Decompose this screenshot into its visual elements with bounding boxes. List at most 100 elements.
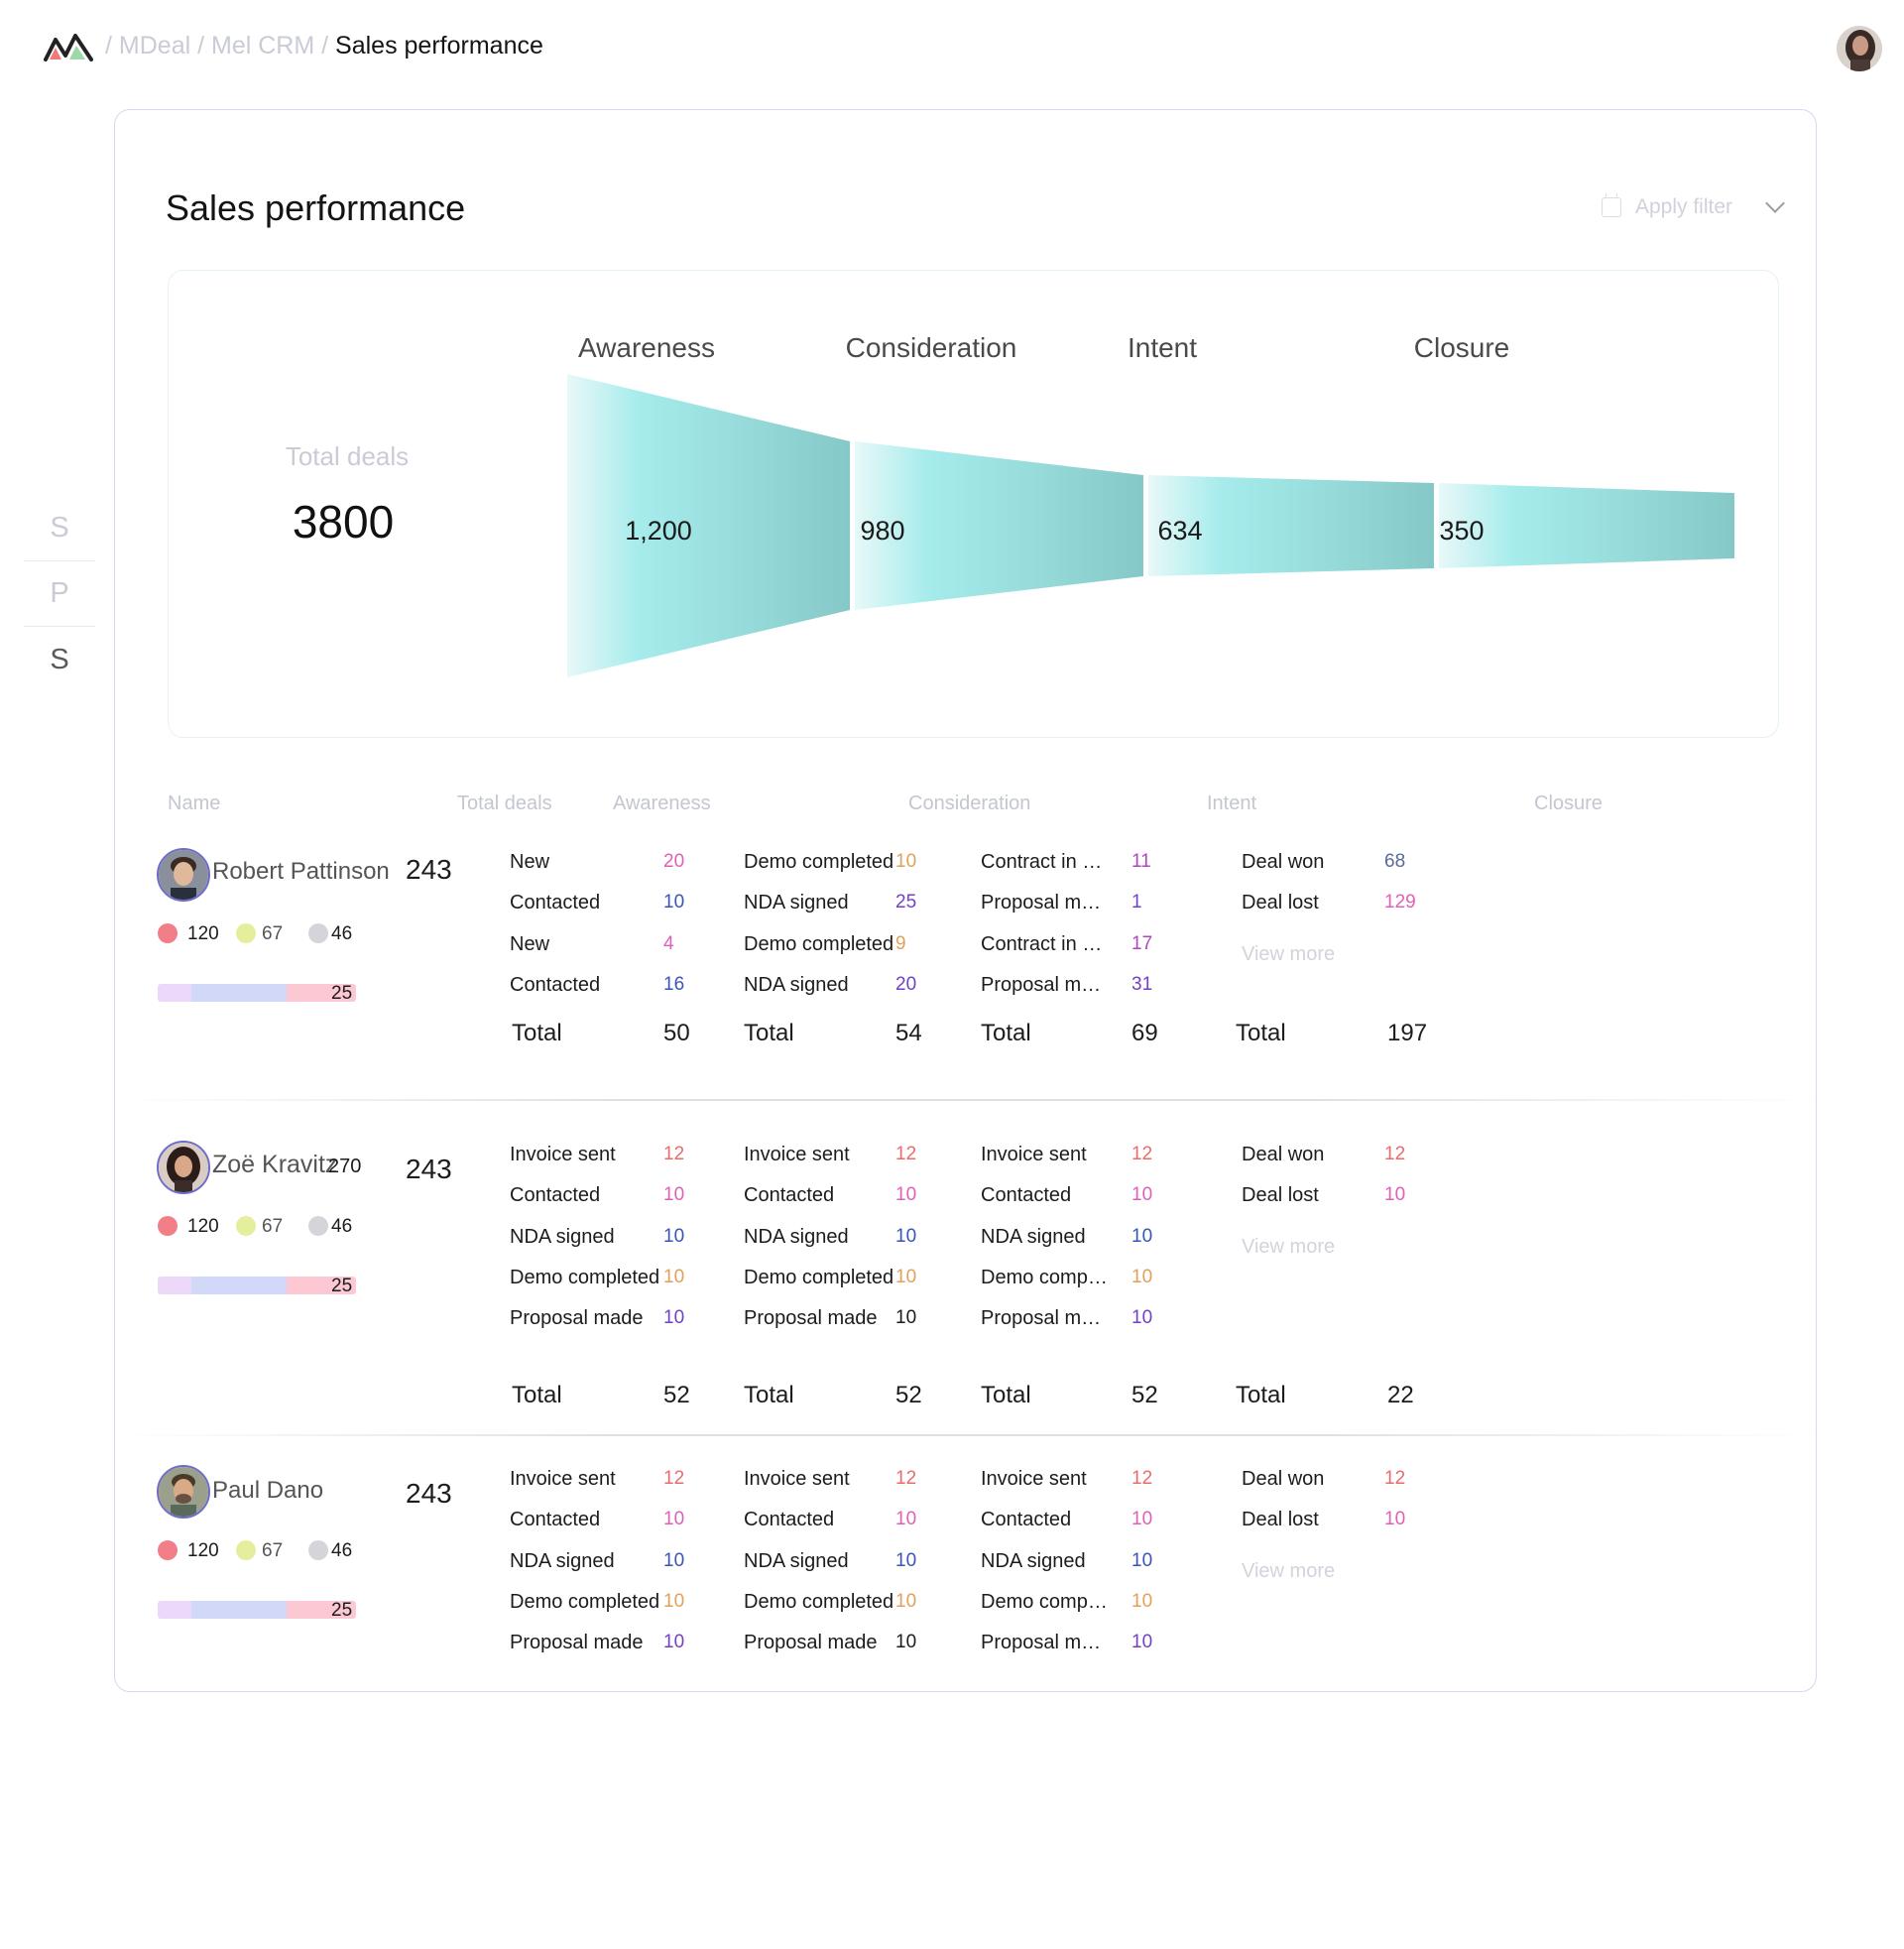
person-extra-count: 270 <box>328 1156 362 1177</box>
stage-item-value: 10 <box>1131 1184 1153 1206</box>
stage-total-label: Total <box>512 1020 562 1046</box>
stage-item-label: NDA signed <box>510 1225 615 1248</box>
person-name[interactable]: Paul Dano <box>212 1477 324 1504</box>
header-name[interactable]: Name <box>168 792 221 814</box>
view-more-link[interactable]: View more <box>1242 1559 1336 1582</box>
page-title: Sales performance <box>166 187 466 228</box>
rail-item-1[interactable]: S <box>24 496 95 561</box>
view-more-link[interactable]: View more <box>1242 1235 1336 1258</box>
bar-segment <box>158 1601 191 1619</box>
stage-name-awareness: Awareness <box>577 332 715 363</box>
stage-item-label: Contacted <box>510 1184 601 1207</box>
bar-segment <box>158 984 191 1002</box>
funnel-segment-consideration[interactable] <box>855 441 1143 610</box>
stage-item-value: 25 <box>895 892 917 914</box>
stage-item-value: 10 <box>663 1509 685 1530</box>
stage-name-closure: Closure <box>1413 332 1510 363</box>
view-more-link[interactable]: View more <box>1242 942 1336 965</box>
user-avatar[interactable] <box>1837 26 1882 71</box>
deals-progress-bar <box>158 1601 356 1619</box>
person-avatar[interactable] <box>157 1465 210 1519</box>
stage-item-label: Contacted <box>744 1184 835 1207</box>
breadcrumb-item-mdeal[interactable]: MDeal <box>118 32 191 60</box>
chevron-down-icon[interactable] <box>1765 193 1785 213</box>
stage-item-label: New <box>510 932 550 955</box>
row-divider <box>115 1099 1816 1101</box>
apply-filter-button[interactable]: Apply filter <box>1601 193 1785 219</box>
funnel-segment-closure[interactable] <box>1439 483 1734 568</box>
stage-item-value: 10 <box>895 1307 917 1329</box>
funnel-segment-awareness[interactable] <box>567 374 850 677</box>
rail-item-3[interactable]: S <box>50 643 69 675</box>
bar-segment <box>191 1277 287 1294</box>
breadcrumb-item-mel-crm[interactable]: Mel CRM <box>211 32 315 60</box>
stage-item-value: 10 <box>895 1225 917 1247</box>
funnel-segment-intent[interactable] <box>1148 475 1434 576</box>
status-dot <box>236 1540 256 1560</box>
stage-item-label: Proposal made <box>981 973 1110 996</box>
person-name[interactable]: Zoë Kravitz <box>212 1151 338 1178</box>
stage-item-value: 10 <box>1131 1509 1153 1530</box>
stage-item-value: 10 <box>895 1632 917 1653</box>
row-total-deals: 243 <box>406 1154 452 1184</box>
stage-item-label: Invoice sent <box>744 1468 850 1490</box>
stage-item-value: 4 <box>663 932 674 954</box>
stage-value-consideration: 980 <box>860 516 905 546</box>
header-consideration[interactable]: Consideration <box>908 792 1031 814</box>
stage-item-label: Demo completed <box>981 1590 1110 1613</box>
stage-item-label: NDA signed <box>744 1549 849 1572</box>
stage-total-value: 197 <box>1387 1020 1428 1046</box>
rail-item-2[interactable]: P <box>24 561 95 627</box>
person-avatar[interactable] <box>157 1141 210 1194</box>
bar-value: 25 <box>331 1600 353 1621</box>
stage-item-value: 20 <box>663 851 685 872</box>
stage-item-label: Invoice sent <box>744 1144 850 1165</box>
stage-item-label: Demo completed <box>744 932 894 955</box>
breadcrumb-current: Sales performance <box>335 32 543 60</box>
status-count: 46 <box>331 923 353 944</box>
stage-total-label: Total <box>981 1382 1031 1408</box>
person-avatar[interactable] <box>157 848 210 902</box>
person-name[interactable]: Robert Pattinson <box>212 858 390 885</box>
stage-item-value: 10 <box>663 892 685 914</box>
header-intent[interactable]: Intent <box>1207 792 1257 814</box>
stage-item-value: 1 <box>1131 892 1142 914</box>
stage-item-label: NDA signed <box>981 1549 1086 1572</box>
stage-value-intent: 634 <box>1157 516 1203 546</box>
stage-value-awareness: 1,200 <box>625 516 692 546</box>
stage-item-label: Contacted <box>981 1184 1072 1207</box>
stage-total-value: 52 <box>1131 1382 1158 1408</box>
stage-item-value: 10 <box>895 1266 917 1287</box>
stage-item-label: Contract in ne… <box>981 932 1110 955</box>
app-logo-icon[interactable] <box>44 30 93 63</box>
header-closure[interactable]: Closure <box>1534 792 1603 814</box>
stage-total-value: 69 <box>1131 1020 1158 1046</box>
stage-item-label: Proposal made <box>981 892 1110 914</box>
stage-total-label: Total <box>1236 1020 1286 1046</box>
header-total-deals[interactable]: Total deals <box>457 792 552 814</box>
stage-item-value: 11 <box>1131 851 1151 872</box>
total-deals-value: 3800 <box>292 496 395 548</box>
stage-item-value: 17 <box>1131 932 1153 954</box>
bar-segment <box>191 1601 287 1619</box>
stage-total-value: 52 <box>663 1382 690 1408</box>
header-awareness[interactable]: Awareness <box>613 792 711 814</box>
stage-item-value: 10 <box>1131 1632 1153 1653</box>
stage-item-label: Demo completed <box>510 1266 660 1288</box>
stage-total-value: 54 <box>895 1020 922 1046</box>
stage-item-value: 10 <box>663 1225 685 1247</box>
stage-item-value: 10 <box>663 1632 685 1653</box>
stage-item-value: 10 <box>895 1549 917 1571</box>
bar-segment <box>287 1277 356 1294</box>
stage-item-label: Demo completed <box>981 1266 1110 1288</box>
stage-total-label: Total <box>744 1020 794 1046</box>
stage-item-value: 10 <box>663 1307 685 1329</box>
status-count: 120 <box>187 1216 219 1237</box>
stage-item-value: 10 <box>1131 1590 1153 1612</box>
stage-item-value: 16 <box>663 973 685 995</box>
deals-progress-bar <box>158 1277 356 1294</box>
stage-name-intent: Intent <box>1127 332 1198 363</box>
breadcrumb: / MDeal / Mel CRM / Sales performance <box>105 32 543 60</box>
stage-value-closure: 350 <box>1439 516 1485 546</box>
stage-item-value: 10 <box>1131 1307 1153 1329</box>
